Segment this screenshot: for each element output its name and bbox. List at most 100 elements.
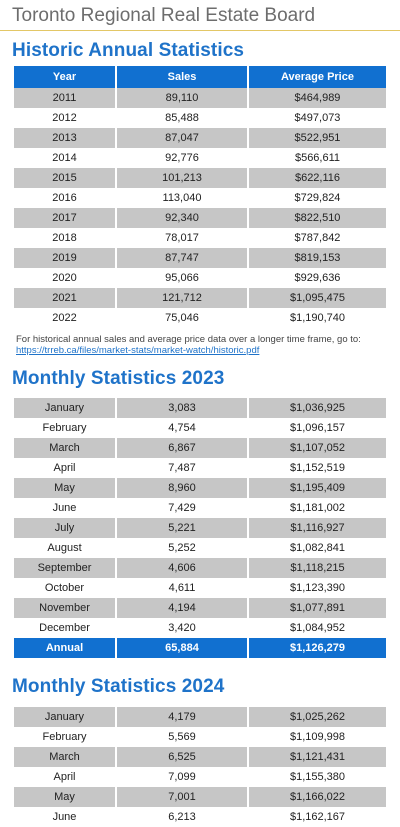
year-cell: 2012 xyxy=(14,108,115,128)
year-cell: 2018 xyxy=(14,228,115,248)
year-cell: 2021 xyxy=(14,288,115,308)
table-row: August 5,252 $1,082,841 xyxy=(14,538,386,558)
year-cell: 2017 xyxy=(14,208,115,228)
table-row: 2016 113,040 $729,824 xyxy=(14,188,386,208)
historic-note: For historical annual sales and average … xyxy=(0,334,400,356)
table-row: April 7,099 $1,155,380 xyxy=(14,767,386,787)
sales-cell: 92,340 xyxy=(117,208,247,228)
average-price-cell: $1,077,891 xyxy=(249,598,386,618)
sales-cell: 5,221 xyxy=(117,518,247,538)
table-row: 2021 121,712 $1,095,475 xyxy=(14,288,386,308)
table-row: May 7,001 $1,166,022 xyxy=(14,787,386,807)
average-price-cell: $819,153 xyxy=(249,248,386,268)
month-cell: November xyxy=(14,598,115,618)
average-price-cell: $1,082,841 xyxy=(249,538,386,558)
average-price-cell: $1,084,952 xyxy=(249,618,386,638)
year-cell: 2013 xyxy=(14,128,115,148)
sales-cell: 7,487 xyxy=(117,458,247,478)
table-row: November 4,194 $1,077,891 xyxy=(14,598,386,618)
table-row: January 3,083 $1,036,925 xyxy=(14,398,386,418)
table-row: 2020 95,066 $929,636 xyxy=(14,268,386,288)
column-header-average-price: Average Price xyxy=(249,66,386,88)
sales-cell: 5,252 xyxy=(117,538,247,558)
year-cell: 2019 xyxy=(14,248,115,268)
month-cell: February xyxy=(14,418,115,438)
sales-cell: 87,747 xyxy=(117,248,247,268)
historic-data-link[interactable]: https://trreb.ca/files/market-stats/mark… xyxy=(16,345,260,356)
sales-cell: 8,960 xyxy=(117,478,247,498)
sales-cell: 87,047 xyxy=(117,128,247,148)
page-header: Toronto Regional Real Estate Board xyxy=(0,0,400,31)
average-price-cell: $1,152,519 xyxy=(249,458,386,478)
table-row: September 4,606 $1,118,215 xyxy=(14,558,386,578)
sales-cell: 113,040 xyxy=(117,188,247,208)
month-cell: February xyxy=(14,727,115,747)
table-row: 2013 87,047 $522,951 xyxy=(14,128,386,148)
sales-cell: 92,776 xyxy=(117,148,247,168)
table-row: February 4,754 $1,096,157 xyxy=(14,418,386,438)
average-price-cell: $1,118,215 xyxy=(249,558,386,578)
month-cell: March xyxy=(14,747,115,767)
average-price-cell: $1,036,925 xyxy=(249,398,386,418)
year-cell: 2020 xyxy=(14,268,115,288)
table-row: 2018 78,017 $787,842 xyxy=(14,228,386,248)
table-row: January 4,179 $1,025,262 xyxy=(14,707,386,727)
sales-cell: 4,194 xyxy=(117,598,247,618)
table-row: May 8,960 $1,195,409 xyxy=(14,478,386,498)
monthly-2023-body: January 3,083 $1,036,925 February 4,754 $1,09… xyxy=(14,398,386,658)
monthly-2023-title: Monthly Statistics 2023 xyxy=(12,368,225,389)
sales-cell: 4,754 xyxy=(117,418,247,438)
average-price-cell: $622,116 xyxy=(249,168,386,188)
table-row: 2011 89,110 $464,989 xyxy=(14,88,386,108)
historic-note-text: For historical annual sales and average … xyxy=(16,334,361,345)
average-price-cell: $497,073 xyxy=(249,108,386,128)
table-row: 2014 92,776 $566,611 xyxy=(14,148,386,168)
month-cell: May xyxy=(14,787,115,807)
month-cell: April xyxy=(14,767,115,787)
average-price-cell: $1,109,998 xyxy=(249,727,386,747)
year-cell: 2011 xyxy=(14,88,115,108)
month-cell: December xyxy=(14,618,115,638)
average-price-cell: $1,096,157 xyxy=(249,418,386,438)
month-cell: March xyxy=(14,438,115,458)
sales-cell: 121,712 xyxy=(117,288,247,308)
month-cell: June xyxy=(14,807,115,827)
sales-cell: 101,213 xyxy=(117,168,247,188)
average-price-cell: $729,824 xyxy=(249,188,386,208)
sales-cell: 85,488 xyxy=(117,108,247,128)
table-row: June 7,429 $1,181,002 xyxy=(14,498,386,518)
monthly-2023-table: January 3,083 $1,036,925 February 4,754 $1,09… xyxy=(12,398,388,658)
table-row: March 6,867 $1,107,052 xyxy=(14,438,386,458)
average-price-cell: $1,116,927 xyxy=(249,518,386,538)
month-cell: July xyxy=(14,518,115,538)
average-price-cell: $1,107,052 xyxy=(249,438,386,458)
monthly-2024-table: January 4,179 $1,025,262 February 5,569 $1,10… xyxy=(12,707,388,827)
sales-cell: 7,099 xyxy=(117,767,247,787)
table-row: July 5,221 $1,116,927 xyxy=(14,518,386,538)
sales-cell: 75,046 xyxy=(117,308,247,328)
average-price-cell: $1,123,390 xyxy=(249,578,386,598)
table-header-row: Year Sales Average Price xyxy=(14,66,386,88)
table-row: 2017 92,340 $822,510 xyxy=(14,208,386,228)
sales-cell: 95,066 xyxy=(117,268,247,288)
month-cell: August xyxy=(14,538,115,558)
average-price-cell: $522,951 xyxy=(249,128,386,148)
sales-cell: 4,611 xyxy=(117,578,247,598)
sales-cell: 7,429 xyxy=(117,498,247,518)
monthly-2024-body: January 4,179 $1,025,262 February 5,569 $1,10… xyxy=(14,707,386,827)
annual-label-cell: Annual xyxy=(14,638,115,658)
table-row: December 3,420 $1,084,952 xyxy=(14,618,386,638)
average-price-cell: $1,095,475 xyxy=(249,288,386,308)
historic-stats-title: Historic Annual Statistics xyxy=(12,40,245,61)
sales-cell: 6,525 xyxy=(117,747,247,767)
month-cell: October xyxy=(14,578,115,598)
average-price-cell: $1,155,380 xyxy=(249,767,386,787)
sales-cell: 89,110 xyxy=(117,88,247,108)
table-row: 2015 101,213 $622,116 xyxy=(14,168,386,188)
year-cell: 2016 xyxy=(14,188,115,208)
sales-cell: 4,606 xyxy=(117,558,247,578)
sales-cell: 6,213 xyxy=(117,807,247,827)
average-price-cell: $929,636 xyxy=(249,268,386,288)
sales-cell: 6,867 xyxy=(117,438,247,458)
table-row: 2012 85,488 $497,073 xyxy=(14,108,386,128)
